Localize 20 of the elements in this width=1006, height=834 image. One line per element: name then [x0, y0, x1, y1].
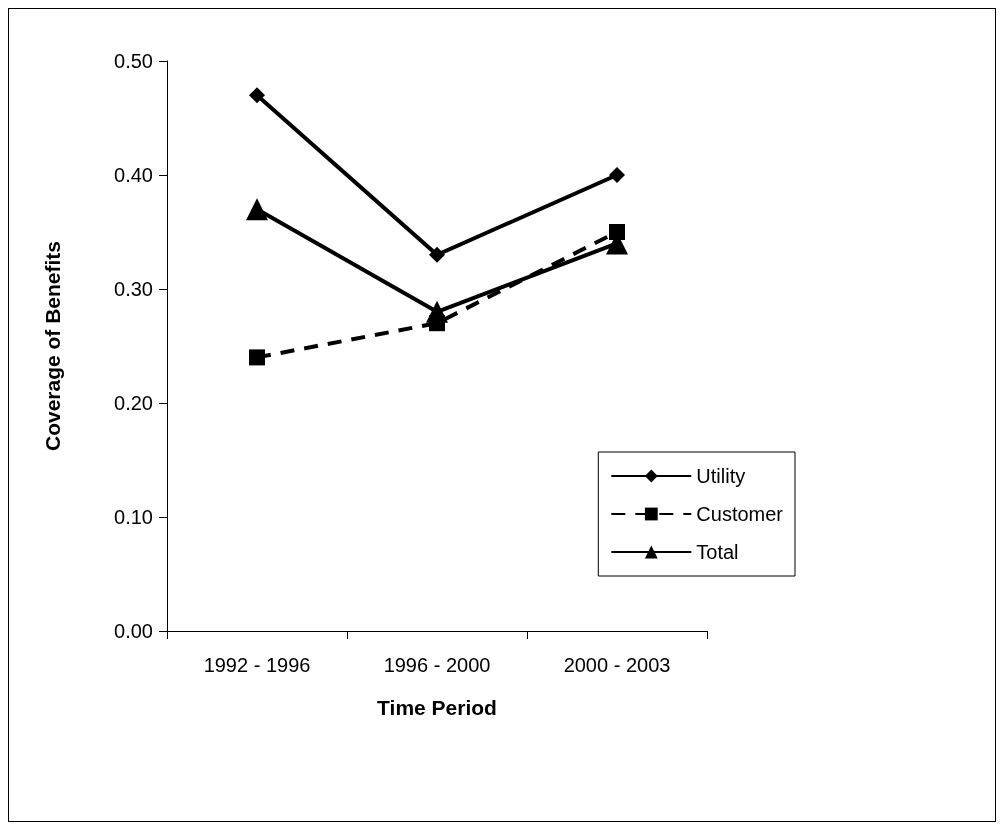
y-tick-label: 0.30: [114, 278, 153, 300]
y-tick-label: 0.50: [114, 50, 153, 72]
y-tick-label: 0.40: [114, 164, 153, 186]
y-tick-label: 0.10: [114, 506, 153, 528]
x-tick-label: 1992 - 1996: [203, 654, 311, 676]
legend-label: Customer: [696, 503, 784, 525]
x-tick-label: 2000 - 2003: [563, 654, 671, 676]
point: [609, 167, 625, 183]
x-tick-label: 1996 - 2000: [383, 654, 491, 676]
legend-label: Total: [696, 541, 739, 563]
point: [246, 198, 268, 221]
y-tick-label: 0.20: [114, 392, 153, 414]
x-axis-title: Time Period: [377, 696, 497, 719]
point: [429, 246, 445, 263]
y-tick-label: 0.00: [114, 620, 153, 642]
legend-label: Utility: [696, 465, 746, 487]
point: [426, 300, 448, 323]
y-axis-title: Coverage of Benefits: [41, 240, 64, 452]
point: [249, 349, 265, 366]
point: [249, 87, 265, 104]
